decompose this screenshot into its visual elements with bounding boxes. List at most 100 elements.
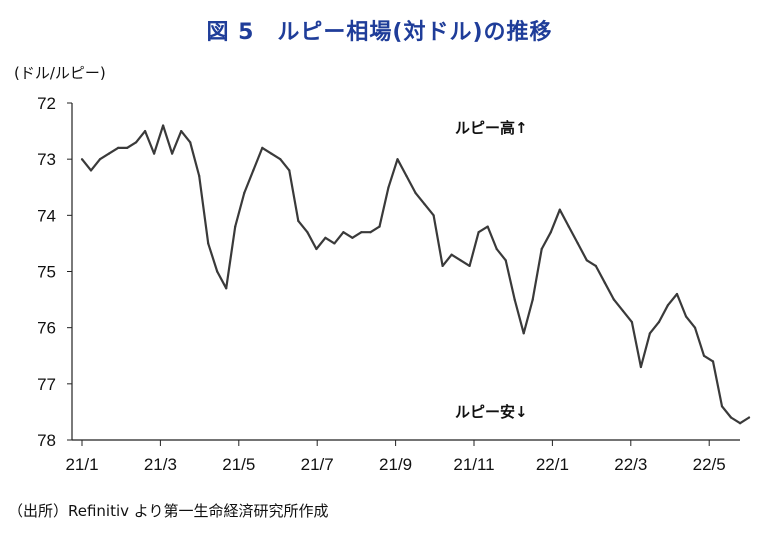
data-point [739, 422, 742, 425]
data-point [675, 292, 679, 296]
x-tick-label: 21/1 [65, 455, 98, 474]
data-point [98, 158, 102, 161]
data-point [288, 169, 291, 172]
y-tick-label: 76 [37, 319, 56, 338]
data-point [540, 247, 543, 251]
data-point [657, 321, 661, 324]
data-point [243, 191, 246, 194]
data-point [720, 405, 724, 408]
data-point [522, 332, 525, 335]
data-point [252, 169, 255, 172]
data-point [459, 259, 462, 262]
x-tick-label: 22/5 [693, 455, 726, 474]
data-point [486, 225, 489, 228]
data-point [702, 354, 706, 357]
chart-title: 図 5 ルピー相場(対ドル)の推移 [206, 20, 553, 45]
data-point [135, 141, 138, 144]
data-point [387, 186, 390, 189]
data-point [369, 231, 372, 234]
data-point [648, 332, 652, 335]
data-point [594, 264, 597, 267]
data-point [162, 124, 165, 127]
data-point [89, 169, 93, 172]
x-tick-label: 21/9 [379, 455, 412, 474]
data-point [748, 416, 751, 419]
data-point [477, 231, 480, 234]
y-axis: 72 73 74 75 76 77 78 [37, 94, 72, 450]
data-point [567, 225, 570, 228]
data-point [324, 236, 327, 239]
data-point [468, 264, 471, 267]
data-point [666, 304, 670, 307]
data-point [117, 146, 120, 149]
data-point [261, 146, 264, 149]
data-point [450, 253, 453, 256]
data-point [351, 236, 354, 239]
data-point [414, 191, 417, 194]
x-tick-label: 21/7 [301, 455, 334, 474]
x-tick-label: 21/5 [222, 455, 255, 474]
series-line-inr [81, 124, 750, 425]
x-tick-label: 22/3 [614, 455, 647, 474]
data-point [603, 281, 606, 284]
data-point [234, 225, 237, 228]
annotation-rupee-low: ルピー安↓ [455, 403, 528, 421]
x-tick-label: 22/1 [536, 455, 569, 474]
data-point [189, 141, 192, 144]
data-point [405, 174, 408, 178]
data-point [225, 287, 228, 290]
data-point [378, 225, 381, 228]
data-point [216, 270, 219, 273]
data-point [153, 152, 156, 155]
data-point [342, 231, 345, 234]
data-point [297, 219, 300, 222]
annotation-rupee-high: ルピー高↑ [455, 119, 528, 137]
data-point [621, 309, 625, 312]
x-axis: 21/1 21/3 21/5 21/7 21/9 21/11 22/1 22/3 22/5 [65, 440, 726, 474]
data-point [396, 158, 399, 161]
y-tick-label: 72 [37, 94, 56, 113]
data-point [585, 259, 588, 262]
y-tick-label: 74 [37, 206, 56, 225]
y-tick-label: 78 [37, 431, 56, 450]
data-point [684, 315, 688, 318]
data-point [80, 158, 84, 161]
data-point [531, 298, 534, 301]
data-point [693, 326, 697, 329]
y-tick-label: 75 [37, 263, 56, 282]
data-point [729, 416, 733, 419]
data-point [558, 208, 561, 211]
data-point [360, 231, 363, 234]
data-point [171, 152, 174, 155]
y-unit-label: (ドル/ルピー) [14, 64, 106, 82]
data-point [306, 231, 309, 234]
data-point [207, 242, 210, 245]
data-point [126, 146, 129, 149]
y-tick-label: 73 [37, 150, 56, 169]
source-note: （出所）Refinitiv より第一生命経済研究所作成 [8, 502, 329, 520]
x-tick-label: 21/11 [453, 455, 494, 474]
data-point [315, 247, 318, 251]
data-point [549, 231, 552, 234]
y-tick-label: 77 [37, 375, 56, 394]
data-point [423, 203, 426, 206]
data-point [441, 264, 444, 267]
data-point [495, 247, 498, 251]
data-point [333, 242, 336, 245]
data-point [576, 242, 579, 245]
data-point [107, 152, 111, 155]
data-point [504, 259, 507, 262]
data-point [144, 130, 147, 133]
data-point [180, 130, 183, 133]
data-point [198, 174, 201, 178]
data-point [279, 158, 282, 161]
data-point [513, 298, 516, 301]
data-point [711, 360, 715, 363]
data-point [612, 298, 616, 301]
data-point [630, 321, 634, 324]
data-point [639, 365, 643, 369]
x-tick-label: 21/3 [144, 455, 177, 474]
data-point [432, 214, 435, 217]
data-point [270, 152, 273, 155]
